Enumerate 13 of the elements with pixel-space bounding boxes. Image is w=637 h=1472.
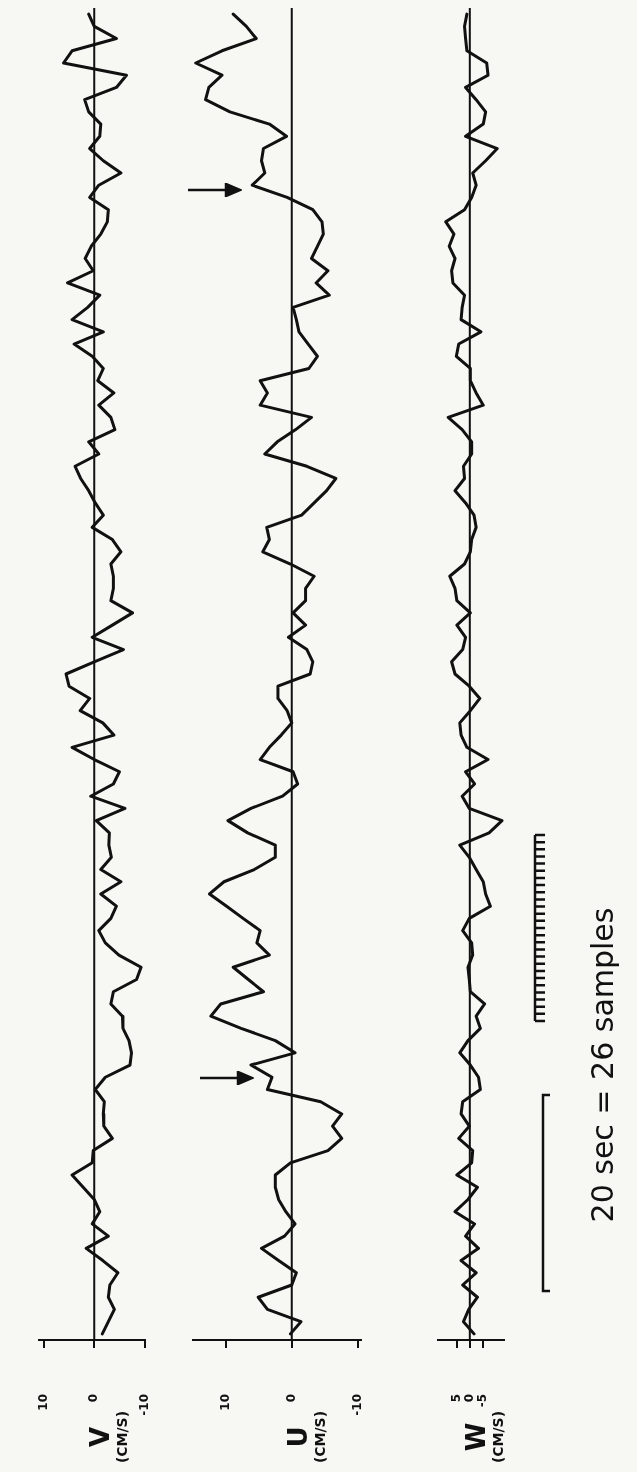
x-tick-label: 10: [36, 1394, 51, 1411]
y-axis-title: W (CM/S): [460, 1410, 506, 1464]
y-axis-title: V (CM/S): [85, 1410, 131, 1464]
x-tick-label: -5: [475, 1394, 490, 1408]
x-tick-label: -10: [349, 1394, 364, 1416]
x-tick-label: 0: [86, 1394, 101, 1403]
x-tick-label: -10: [136, 1394, 151, 1416]
x-tick-label: 5: [448, 1394, 463, 1403]
x-tick-label: 0: [461, 1394, 476, 1403]
y-axis-title: U (CM/S): [282, 1410, 328, 1464]
text: 20 sec = 26 samples: [584, 907, 620, 1223]
x-tick-label: 10: [218, 1394, 233, 1411]
x-tick-label: 0: [283, 1394, 298, 1403]
